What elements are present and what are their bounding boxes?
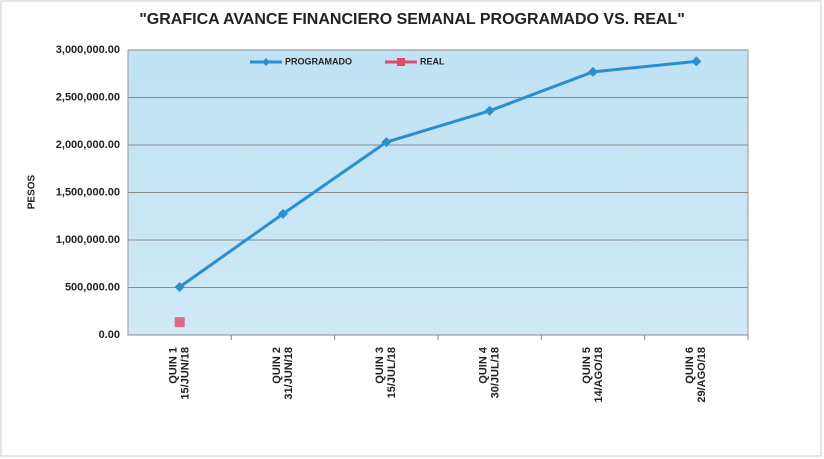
x-tick-label: 15/JUN/18 (180, 347, 192, 400)
y-tick-label: 500,000.00 (65, 281, 120, 293)
x-tick-label: 14/AGO/18 (593, 347, 605, 403)
y-tick-label: 2,000,000.00 (56, 139, 120, 151)
y-tick-label: 2,500,000.00 (56, 91, 120, 103)
x-tick-label: QUIN 1 (168, 347, 180, 384)
x-tick-label: QUIN 3 (374, 347, 386, 384)
y-tick-label: 1,000,000.00 (56, 234, 120, 246)
x-tick-label: 30/JUL/18 (490, 347, 502, 398)
series-line (178, 59, 697, 289)
legend-marker (262, 58, 270, 66)
x-tick-label: 29/AGO/18 (696, 347, 708, 403)
x-tick-label: 31/JUN/18 (283, 347, 295, 400)
x-tick-label: 15/JUL/18 (386, 347, 398, 398)
point (588, 66, 598, 77)
y-tick-label: 1,500,000.00 (56, 186, 120, 198)
point (174, 317, 185, 328)
legend-label: PROGRAMADO (285, 56, 352, 66)
point (278, 208, 288, 219)
point (381, 137, 392, 148)
y-axis-label: PESOS (27, 174, 38, 209)
x-tick-label: QUIN 2 (271, 347, 283, 384)
legend-label: REAL (420, 56, 445, 66)
x-tick-label: QUIN 5 (581, 347, 593, 384)
point (174, 282, 185, 293)
point (691, 56, 702, 67)
legend-marker (397, 58, 405, 66)
x-tick-label: QUIN 4 (478, 346, 490, 384)
chart-title: "GRAFICA AVANCE FINANCIERO SEMANAL PROGR… (139, 11, 685, 28)
point (484, 105, 495, 116)
y-tick-label: 3,000,000.00 (56, 44, 120, 56)
x-tick-label: QUIN 6 (684, 347, 696, 384)
y-tick-label: 0.00 (99, 329, 120, 341)
